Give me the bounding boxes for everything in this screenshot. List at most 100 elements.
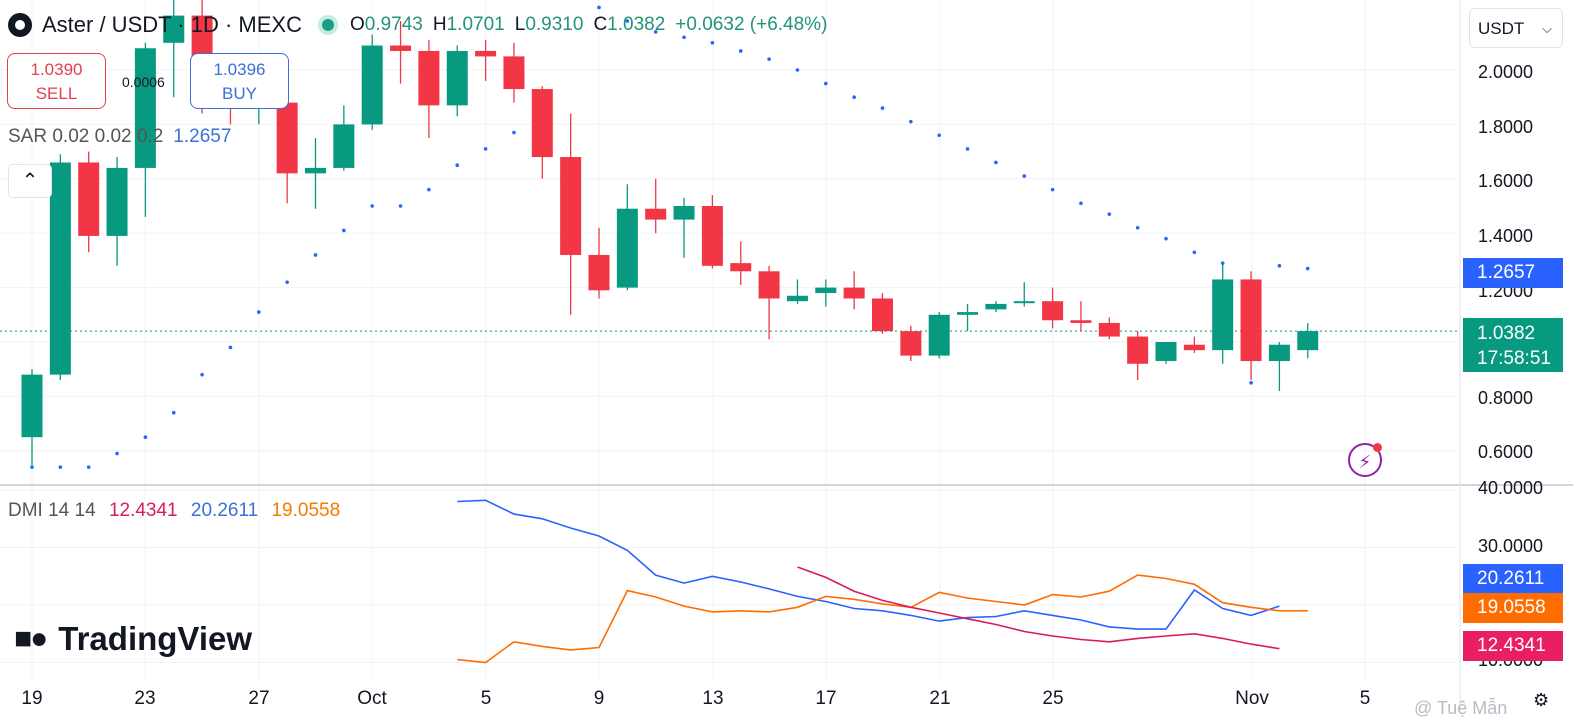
ohlc-readout: O 0.9743 H 1.0701 L 0.9310 C 1.0382 +0.0632 … (350, 14, 827, 36)
candle-body (475, 50, 497, 57)
candle-body (418, 50, 440, 106)
collapse-legend-button[interactable]: ⌃ (8, 164, 52, 198)
x-axis-label: 5 (1359, 688, 1371, 709)
candle-body (78, 162, 100, 236)
candle-body (1013, 301, 1035, 304)
sar-dot (738, 49, 743, 53)
sar-legend-value: 1.2657 (173, 126, 232, 147)
sar-dot (653, 30, 658, 34)
candle-body (1042, 301, 1064, 321)
sar-dot (200, 372, 204, 377)
sar-dot (1305, 266, 1310, 271)
sar-dot (342, 228, 346, 233)
candle-body (815, 287, 837, 294)
dmi-legend-label: DMI 14 14 (8, 500, 96, 521)
candle-body (786, 295, 808, 302)
candle-body (588, 254, 610, 291)
sar-legend[interactable]: SAR 0.02 0.02 0.2 1.2657 (8, 126, 231, 148)
plus-di-badge: 20.2611 (1463, 564, 1563, 594)
sar-dot (682, 35, 686, 40)
high-value: 1.0701 (446, 14, 505, 35)
price-tick: 1.4000 (1478, 226, 1534, 246)
candle-body (446, 50, 468, 106)
candle-body (333, 124, 355, 168)
candle-body (134, 48, 156, 168)
sar-price-badge: 1.2657 (1463, 258, 1563, 288)
candle-body (1240, 279, 1262, 362)
low-value: 0.9310 (525, 14, 584, 35)
x-axis-label: Nov (1235, 688, 1269, 709)
dmi-legend[interactable]: DMI 14 14 12.4341 20.2611 19.0558 (8, 500, 348, 522)
sar-legend-label: SAR 0.02 0.02 0.2 (8, 126, 164, 147)
candle-body (49, 162, 71, 375)
candle-body (730, 263, 752, 272)
sar-dot (370, 204, 375, 208)
brand-name: TradingView (58, 620, 253, 657)
sar-dot (1277, 264, 1282, 268)
candle-body (900, 331, 922, 356)
sar-dot (455, 163, 460, 167)
last-price-badge: 1.0382 17:58:51 (1463, 318, 1563, 372)
candle-body (305, 167, 326, 174)
sar-dot (171, 410, 176, 415)
sell-button[interactable]: 1.0390 SELL (7, 53, 106, 109)
tradingview-mark-icon: ■● (14, 622, 48, 655)
buy-button[interactable]: 1.0396 BUY (190, 53, 289, 109)
currency-select[interactable]: USDT ⌵ (1469, 8, 1563, 48)
minus-di-line (457, 574, 1308, 664)
high-key: H (432, 14, 447, 35)
change-value: +0.0632 (+6.48%) (675, 14, 828, 35)
x-axis-label: 27 (248, 688, 270, 709)
candle-body (1268, 344, 1290, 362)
price-tick: 0.6000 (1478, 442, 1534, 462)
price-tick: 1.8000 (1478, 117, 1534, 137)
sar-dot (795, 68, 800, 72)
candle-body (1070, 320, 1092, 323)
symbol-title[interactable]: Aster / USDT · 1D · MEXC (42, 12, 302, 37)
price-tick: 0.8000 (1478, 388, 1534, 408)
open-key: O (349, 14, 365, 35)
sar-dot (398, 204, 403, 208)
x-axis-label: 17 (815, 688, 837, 709)
aster-logo-icon (8, 13, 32, 37)
candle-body (1212, 279, 1234, 351)
candle-body (1155, 342, 1177, 362)
settings-icon[interactable]: ⚙ (1533, 690, 1550, 710)
sar-dot (483, 147, 488, 151)
candle-body (701, 206, 723, 266)
close-key: C (593, 14, 608, 35)
candle-body (531, 89, 553, 158)
sar-dot (1050, 187, 1055, 192)
currency-select-value: USDT (1478, 19, 1525, 38)
lightning-icon[interactable]: ⚡ (1348, 443, 1382, 477)
price-tick: 1.6000 (1478, 171, 1534, 191)
candle-body (1297, 331, 1319, 351)
sar-dot (1135, 225, 1140, 230)
candle-body (673, 206, 695, 220)
candle-body (390, 45, 412, 51)
sar-dot (1192, 250, 1197, 255)
adx-line (797, 566, 1280, 650)
sar-dot (1022, 174, 1027, 178)
last-price-value: 1.0382 (1477, 323, 1536, 344)
dmi-tick: 30.0000 (1478, 536, 1544, 556)
spread-value: 0.0006 (122, 74, 165, 90)
sell-label: SELL (35, 84, 78, 103)
candle-body (361, 45, 383, 125)
candle-body (163, 15, 185, 43)
sar-dot (143, 435, 148, 440)
market-status-icon (321, 19, 334, 31)
x-axis-label: 25 (1042, 688, 1064, 709)
low-key: L (514, 14, 526, 35)
dmi-tick: 40.0000 (1478, 478, 1544, 498)
minus-di-badge: 19.0558 (1463, 593, 1563, 623)
minus-di-legend-value: 19.0558 (271, 500, 341, 521)
sar-dot (1107, 212, 1112, 216)
candle-body (1183, 344, 1205, 351)
candle-body (503, 56, 525, 90)
candle-body (1127, 336, 1149, 364)
sar-dot (512, 130, 516, 135)
sar-dot (115, 451, 119, 456)
candle-body (645, 208, 667, 220)
